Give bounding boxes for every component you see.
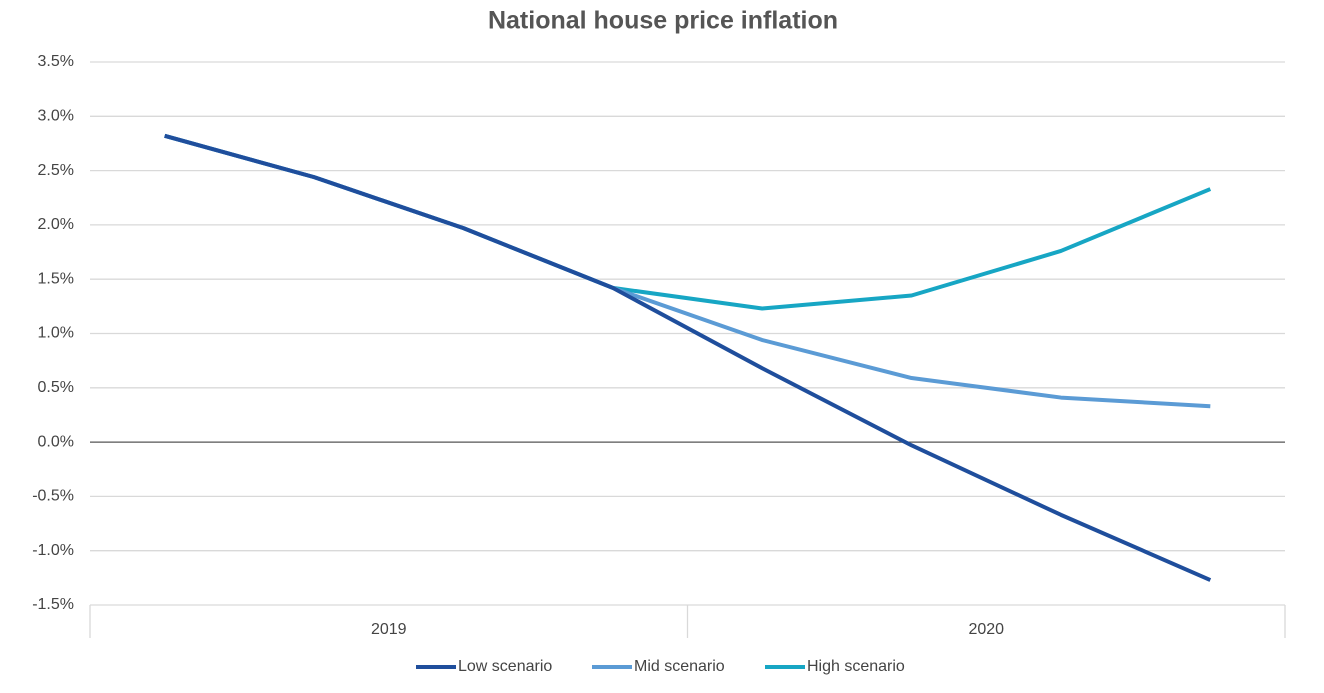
- y-tick-label: 0.5%: [38, 379, 74, 396]
- series-line: [164, 133, 1212, 311]
- y-tick-label: 2.0%: [38, 216, 74, 233]
- legend-label: High scenario: [807, 658, 905, 675]
- y-tick-label: 3.0%: [38, 108, 74, 125]
- y-tick-label: 0.0%: [38, 433, 74, 450]
- legend-label: Low scenario: [458, 658, 552, 675]
- y-tick-label: -1.0%: [32, 542, 74, 559]
- x-group-label: 2019: [371, 621, 407, 638]
- legend-label: Mid scenario: [634, 658, 725, 675]
- y-tick-label: 3.5%: [38, 53, 74, 70]
- y-tick-label: -1.5%: [32, 596, 74, 613]
- y-tick-label: 2.5%: [38, 162, 74, 179]
- y-tick-label: 1.5%: [38, 270, 74, 287]
- y-tick-label: -0.5%: [32, 488, 74, 505]
- x-group-label: 2020: [968, 621, 1004, 638]
- series-line: [164, 133, 1212, 582]
- y-tick-label: 1.0%: [38, 325, 74, 342]
- series-line: [164, 133, 1211, 409]
- chart-title: National house price inflation: [488, 7, 838, 35]
